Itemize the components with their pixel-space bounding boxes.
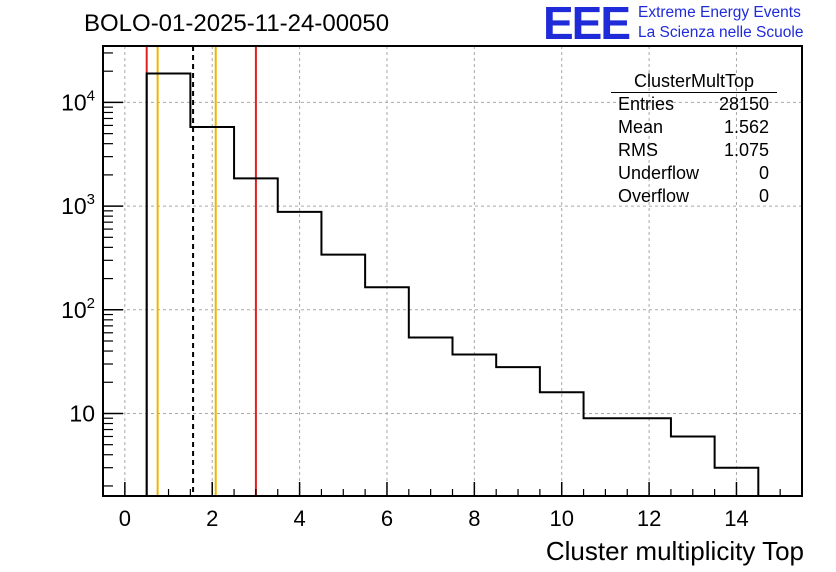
y-tick-label: 104 — [61, 87, 95, 115]
stats-title: ClusterMultTop — [611, 70, 777, 93]
histogram-bin — [671, 436, 715, 496]
stats-row-rms: RMS 1.075 — [611, 139, 777, 162]
x-tick-label: 0 — [119, 506, 131, 531]
axis-ticks — [102, 52, 803, 496]
stats-row-underflow: Underflow 0 — [611, 162, 777, 185]
histogram-bars — [145, 72, 760, 496]
x-tick-label: 10 — [549, 506, 573, 531]
stats-label: RMS — [618, 140, 658, 160]
eee-logo-mark: EEE — [543, 0, 631, 49]
y-tick-label: 102 — [61, 295, 95, 323]
x-tick-label: 12 — [637, 506, 661, 531]
histogram-bin — [409, 338, 453, 496]
stats-box: ClusterMultTop Entries 28150 Mean 1.562 … — [611, 70, 777, 208]
y-tick-label: 103 — [61, 191, 95, 219]
x-tick-label: 4 — [293, 506, 305, 531]
histogram-bin — [496, 367, 540, 496]
histogram-bin — [147, 74, 191, 496]
stats-value: 1.075 — [723, 140, 769, 160]
grid-layer — [103, 46, 802, 496]
stats-row-mean: Mean 1.562 — [611, 116, 777, 139]
stats-label: Overflow — [618, 186, 690, 206]
marker-lines — [145, 46, 257, 496]
stats-value: 1.562 — [723, 117, 769, 137]
stats-label: Entries — [618, 94, 675, 114]
y-tick-label: 10 — [69, 400, 95, 426]
x-tick-label: 2 — [206, 506, 218, 531]
stats-label: Underflow — [618, 163, 700, 183]
stats-value: 28150 — [718, 94, 769, 114]
x-tick-label: 6 — [381, 506, 393, 531]
stats-row-overflow: Overflow 0 — [611, 185, 777, 208]
histogram-bin — [584, 418, 628, 496]
x-tick-label: 8 — [468, 506, 480, 531]
stats-value: 0 — [758, 186, 769, 206]
x-axis-label: Cluster multiplicity Top — [545, 536, 804, 566]
stats-row-entries: Entries 28150 — [611, 93, 777, 116]
stats-value: 0 — [758, 163, 769, 183]
x-tick-label: 14 — [724, 506, 748, 531]
stats-label: Mean — [618, 117, 664, 137]
histogram-bin — [321, 255, 365, 496]
axis-tick-labels: 0 2 4 6 8 10 12 14 10 102 103 104 — [61, 87, 749, 531]
histogram-outline — [145, 72, 760, 496]
logo-line-2: La Scienza nelle Scuole — [638, 24, 804, 41]
histogram-title: BOLO-01-2025-11-24-00050 — [84, 10, 390, 37]
logo-line-1: Extreme Energy Events — [638, 4, 801, 21]
eee-logo: EEE Extreme Energy Events La Scienza nel… — [543, 0, 833, 48]
